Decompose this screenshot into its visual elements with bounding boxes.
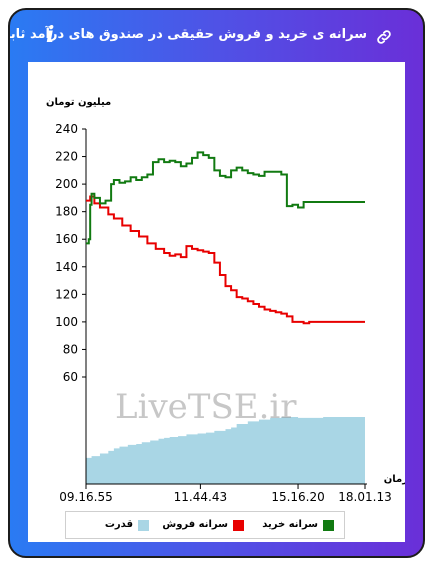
x-axis-label: زمان xyxy=(384,474,405,485)
legend-item-power[interactable]: قدرت xyxy=(99,519,149,533)
legend-label-buy: سرانه خرید xyxy=(262,519,318,530)
chart-title: سرانه ی خرید و فروش حقیقی در صندوق های د… xyxy=(8,27,367,42)
legend-swatch-sell xyxy=(233,520,244,531)
x-tick-label: 09.16.55 xyxy=(59,490,112,502)
x-tick-label: 15.16.20 xyxy=(271,490,324,502)
info-icon[interactable]: i xyxy=(46,22,55,48)
power-area xyxy=(86,417,365,484)
y-tick-label: 180 xyxy=(55,205,78,219)
chart-panel: میلیون تومان زمان LiveTSE.ir 60 80 100 120 1… xyxy=(28,62,405,542)
legend-swatch-power xyxy=(138,520,149,531)
y-tick-label: 120 xyxy=(55,287,78,301)
buy-line xyxy=(86,151,365,245)
watermark-text: LiveTSE.ir xyxy=(115,387,297,427)
y-tick-label: 160 xyxy=(55,232,78,246)
y-tick-label: 140 xyxy=(55,260,78,274)
y-tick-label: 60 xyxy=(63,370,78,384)
chart-legend: سرانه خرید سرانه فروش قدرت xyxy=(65,511,345,539)
y-tick-label: 80 xyxy=(63,342,78,356)
y-tick-label: 200 xyxy=(55,177,78,191)
y-tick-label: 220 xyxy=(55,150,78,164)
x-tick-label: 11.44.43 xyxy=(174,490,227,502)
x-tick-label: 18.01.13 xyxy=(338,490,391,502)
legend-label-power: قدرت xyxy=(104,519,133,530)
legend-swatch-buy xyxy=(323,520,334,531)
sell-line xyxy=(86,195,365,325)
y-tick-label: 100 xyxy=(55,315,78,329)
y-tick-label: 240 xyxy=(55,122,78,136)
chart-svg: میلیون تومان زمان LiveTSE.ir 60 80 100 120 1… xyxy=(46,97,405,502)
legend-item-buy[interactable]: سرانه خرید xyxy=(262,519,334,533)
card-header: سرانه ی خرید و فروش حقیقی در صندوق های د… xyxy=(10,10,423,62)
link-icon[interactable] xyxy=(375,28,393,46)
legend-label-sell: سرانه فروش xyxy=(162,519,228,530)
y-axis-label: میلیون تومان xyxy=(46,97,111,108)
chart-card: سرانه ی خرید و فروش حقیقی در صندوق های د… xyxy=(8,8,425,558)
legend-item-sell[interactable]: سرانه فروش xyxy=(162,519,244,533)
